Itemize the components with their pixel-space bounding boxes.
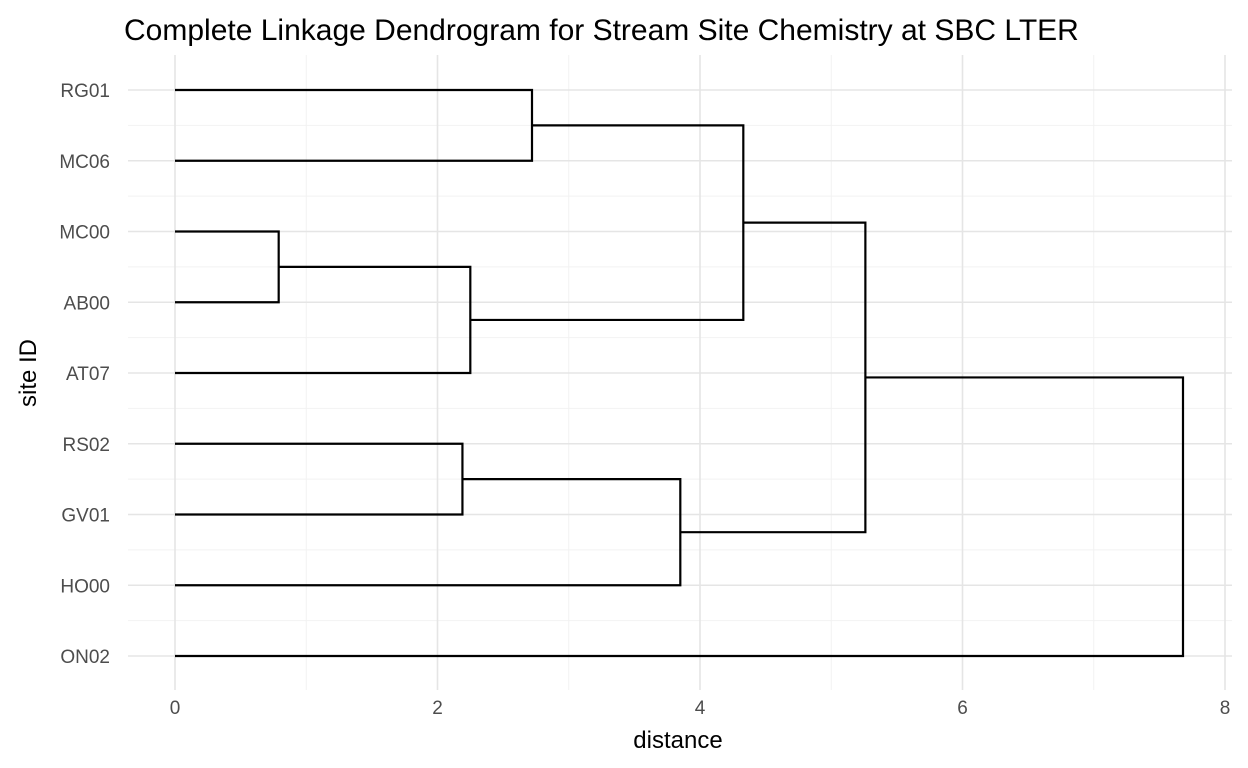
y-tick-label-mc00: MC00 bbox=[59, 223, 110, 244]
x-tick-label-8: 8 bbox=[1220, 698, 1231, 719]
y-axis-title: site ID bbox=[15, 339, 42, 407]
chart-title: Complete Linkage Dendrogram for Stream S… bbox=[124, 14, 1079, 47]
y-tick-label-gv01: GV01 bbox=[61, 506, 110, 527]
dendrogram-branch-8 bbox=[175, 376, 1185, 658]
y-tick-label-rg01: RG01 bbox=[60, 81, 110, 102]
y-tick-label-on02: ON02 bbox=[60, 647, 110, 668]
x-tick-label-6: 6 bbox=[957, 698, 968, 719]
dendrogram-branches bbox=[175, 88, 1185, 658]
y-tick-label-at07: AT07 bbox=[66, 364, 110, 385]
y-tick-label-mc06: MC06 bbox=[59, 152, 110, 173]
x-tick-label-2: 2 bbox=[432, 698, 443, 719]
x-tick-labels: 0 2 4 6 8 bbox=[170, 698, 1231, 719]
y-tick-label-rs02: RS02 bbox=[62, 435, 110, 456]
y-tick-labels: RG01 MC06 MC00 AB00 AT07 RS02 GV01 HO00 ON02 bbox=[59, 81, 110, 668]
dendrogram-branch-7 bbox=[680, 221, 867, 534]
dendrogram-branch-6 bbox=[470, 124, 745, 322]
x-tick-label-0: 0 bbox=[170, 698, 181, 719]
x-axis-title: distance bbox=[633, 727, 722, 754]
x-tick-label-4: 4 bbox=[695, 698, 706, 719]
dendrogram-branch-3 bbox=[175, 265, 472, 375]
y-tick-label-ho00: HO00 bbox=[60, 576, 110, 597]
y-tick-label-ab00: AB00 bbox=[64, 293, 110, 314]
dendrogram-branch-5 bbox=[175, 478, 682, 587]
